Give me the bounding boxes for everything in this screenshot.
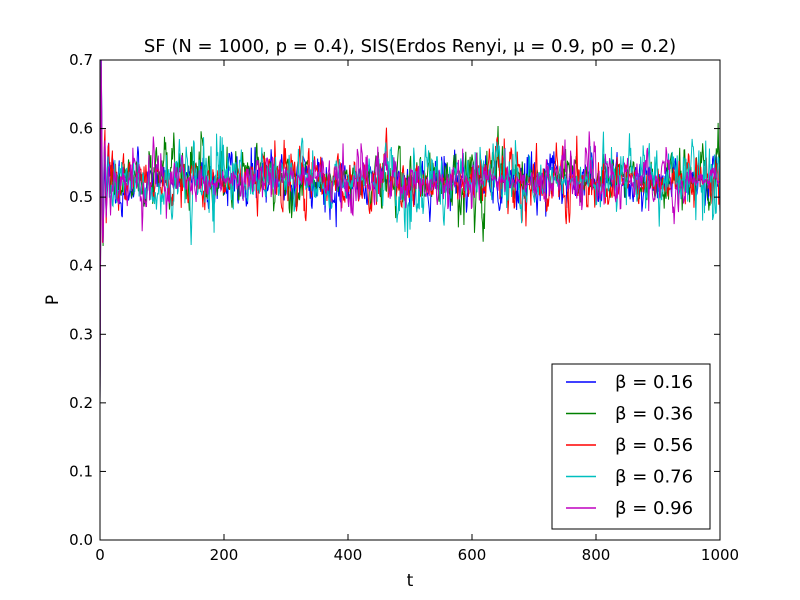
x-tick-label: 600 — [458, 546, 487, 564]
legend-label-3: β = 0.56 — [615, 435, 693, 456]
y-tick-label: 0.4 — [69, 257, 93, 275]
y-axis-ticks: 0.0 0.1 0.2 0.3 0.4 0.5 0.6 0.7 — [69, 51, 720, 549]
series-line-4 — [100, 60, 720, 403]
series-line-2 — [100, 73, 720, 403]
legend-label-5: β = 0.96 — [615, 498, 693, 519]
chart-title: SF (N = 1000, p = 0.4), SIS(Erdos Renyi,… — [144, 36, 676, 57]
legend-label-2: β = 0.36 — [615, 404, 693, 425]
series-line-3 — [100, 66, 720, 403]
x-tick-label: 400 — [334, 546, 363, 564]
x-tick-label: 1000 — [701, 546, 739, 564]
y-tick-label: 0.7 — [69, 51, 93, 69]
x-tick-label: 0 — [95, 546, 105, 564]
legend: β = 0.16 β = 0.36 β = 0.56 β = 0.76 β = 0.96 — [551, 363, 711, 530]
y-tick-label: 0.5 — [69, 188, 93, 206]
legend-label-1: β = 0.16 — [615, 372, 693, 393]
series-group — [100, 60, 720, 403]
x-axis-label: t — [407, 571, 414, 591]
plot-frame — [99, 59, 721, 541]
y-tick-label: 0.1 — [69, 462, 93, 480]
series-line-1 — [100, 60, 720, 403]
y-tick-label: 0.0 — [69, 531, 93, 549]
y-axis-label: P — [43, 295, 63, 305]
legend-label-4: β = 0.76 — [615, 467, 693, 488]
y-tick-label: 0.2 — [69, 394, 93, 412]
legend-box — [551, 363, 711, 530]
series-line-5 — [100, 60, 720, 403]
y-tick-label: 0.3 — [69, 325, 93, 343]
x-axis-ticks: 0 200 400 600 800 1000 — [95, 60, 739, 564]
plot-area — [99, 59, 721, 541]
x-tick-label: 800 — [582, 546, 611, 564]
y-tick-label: 0.6 — [69, 120, 93, 138]
x-tick-label: 200 — [210, 546, 239, 564]
